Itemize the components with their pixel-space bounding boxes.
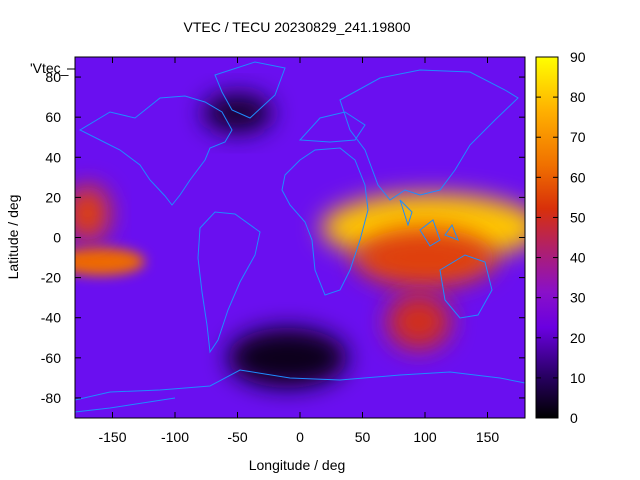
- y-tick-label: -60: [41, 350, 61, 366]
- colorbar: [535, 56, 559, 419]
- coastline-maritime: [399, 199, 459, 247]
- x-tick-label: 0: [296, 429, 304, 445]
- coastline-antarctica: [75, 369, 525, 413]
- coastline-australia: [439, 254, 493, 319]
- colorbar-tick-label: 40: [570, 250, 586, 266]
- tec-feature-equatorial-anomaly-east-south: [355, 227, 495, 288]
- tec-feature-pacific-anomaly: [75, 247, 145, 276]
- colorbar-tick-label: 10: [570, 370, 586, 386]
- colorbar-tick-label: 20: [570, 330, 586, 346]
- y-tick-label: -40: [41, 310, 61, 326]
- y-axis-label: Latitude / deg: [5, 195, 21, 280]
- y-tick-label: 20: [45, 189, 61, 205]
- y-tick-label: 80: [45, 69, 61, 85]
- tec-feature-south-atlantic-low: [227, 327, 348, 388]
- x-tick-label: 50: [355, 429, 371, 445]
- chart-title: VTEC / TECU 20230829_241.19800: [183, 19, 410, 35]
- tec-feature-southern-anomaly: [386, 293, 451, 350]
- colorbar-tick-label: 70: [570, 129, 586, 145]
- x-tick-label: -150: [98, 429, 126, 445]
- coastline-greenland: [214, 61, 286, 119]
- y-tick-label: 0: [53, 230, 61, 246]
- colorbar-tick-label: 50: [570, 209, 586, 225]
- x-tick-label: 150: [476, 429, 500, 445]
- colorbar-tick-label: 0: [570, 410, 578, 426]
- x-tick-label: 100: [413, 429, 437, 445]
- coastline-africa-europe: [281, 111, 369, 296]
- coastlines: [75, 61, 525, 413]
- tec-feature-pacific-anomaly-north: [75, 185, 110, 242]
- legend-label: 'Vtec_: [30, 60, 69, 76]
- coastline-asia: [339, 69, 519, 201]
- x-tick-label: -100: [161, 429, 189, 445]
- coastline-north-america: [78, 95, 233, 206]
- y-tick-label: 60: [45, 109, 61, 125]
- colorbar-ticks: 0 10 20 30 40 50 60 70 80 90: [536, 49, 586, 426]
- x-axis-ticks: -150 -100 -50 0 50 100 150: [98, 57, 499, 445]
- colorbar-tick-label: 90: [570, 49, 586, 65]
- tec-feature-north-atlantic-low: [202, 93, 273, 134]
- y-tick-label: -80: [41, 390, 61, 406]
- colorbar-tick-label: 60: [570, 169, 586, 185]
- y-axis-ticks: -80 -60 -40 -20 0 20 40 60 80: [41, 69, 525, 406]
- colorbar-tick-label: 80: [570, 89, 586, 105]
- coastline-south-america: [197, 211, 261, 354]
- x-axis-label: Longitude / deg: [249, 457, 346, 473]
- plot-area: [75, 57, 525, 418]
- y-tick-label: 40: [45, 149, 61, 165]
- colorbar-tick-label: 30: [570, 290, 586, 306]
- y-tick-label: -20: [41, 270, 61, 286]
- x-tick-label: -50: [227, 429, 247, 445]
